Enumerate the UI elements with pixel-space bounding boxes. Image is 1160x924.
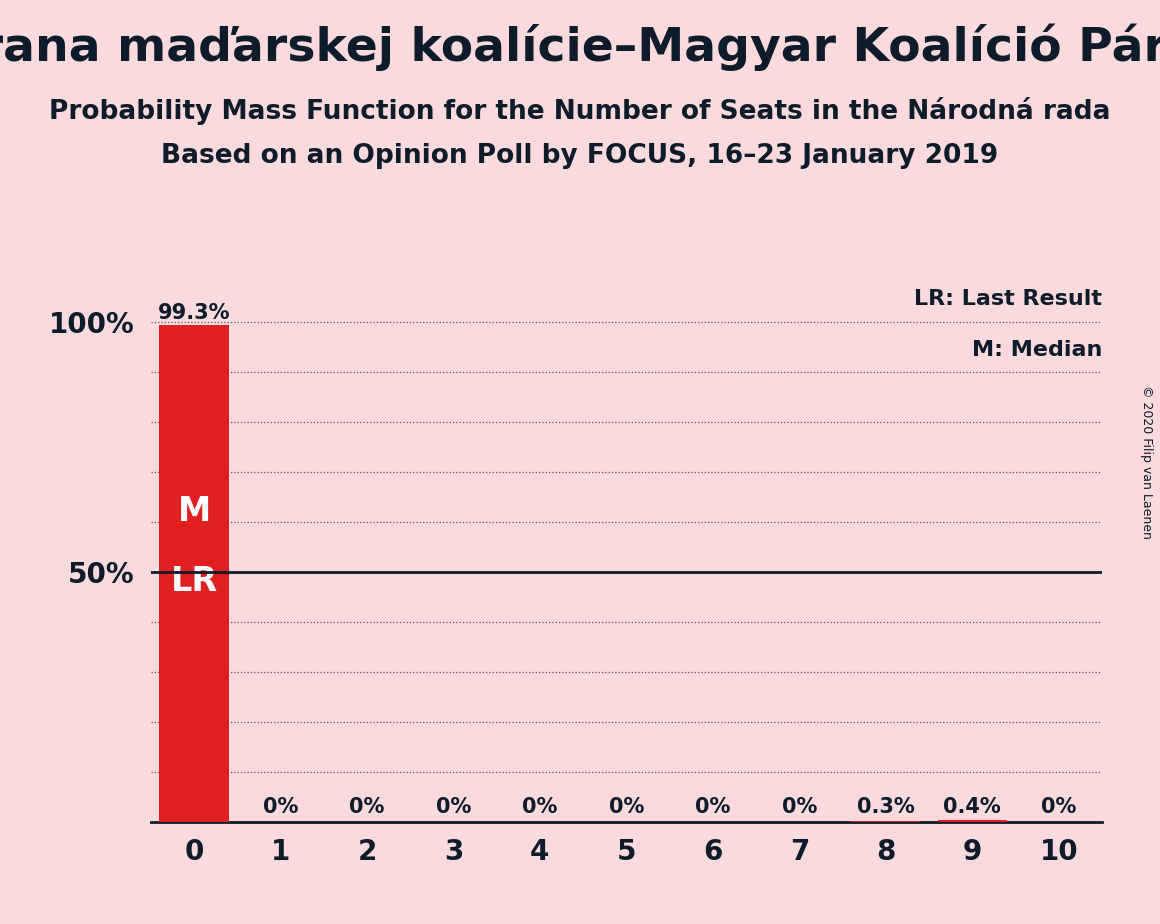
Text: 0%: 0%	[1041, 797, 1076, 818]
Text: 0%: 0%	[436, 797, 471, 818]
Text: Probability Mass Function for the Number of Seats in the Národná rada: Probability Mass Function for the Number…	[49, 97, 1111, 125]
Text: 0.4%: 0.4%	[943, 797, 1001, 818]
Text: LR: LR	[171, 565, 218, 599]
Text: Strana maďarskej koalície–Magyar Koalíció Pártja: Strana maďarskej koalície–Magyar Koalíci…	[0, 23, 1160, 70]
Text: 0%: 0%	[349, 797, 385, 818]
Text: 99.3%: 99.3%	[158, 302, 231, 322]
Bar	[937, 821, 1007, 822]
Text: 0%: 0%	[782, 797, 817, 818]
Text: 0%: 0%	[695, 797, 731, 818]
Text: M: M	[177, 495, 211, 529]
Bar	[159, 325, 229, 822]
Bar	[851, 821, 920, 822]
Text: 0%: 0%	[522, 797, 558, 818]
Text: Based on an Opinion Poll by FOCUS, 16–23 January 2019: Based on an Opinion Poll by FOCUS, 16–23…	[161, 143, 999, 169]
Text: 0.3%: 0.3%	[857, 797, 915, 818]
Text: M: Median: M: Median	[972, 340, 1102, 360]
Text: 0%: 0%	[263, 797, 298, 818]
Text: 0%: 0%	[609, 797, 644, 818]
Text: LR: Last Result: LR: Last Result	[914, 289, 1102, 310]
Text: © 2020 Filip van Laenen: © 2020 Filip van Laenen	[1139, 385, 1153, 539]
